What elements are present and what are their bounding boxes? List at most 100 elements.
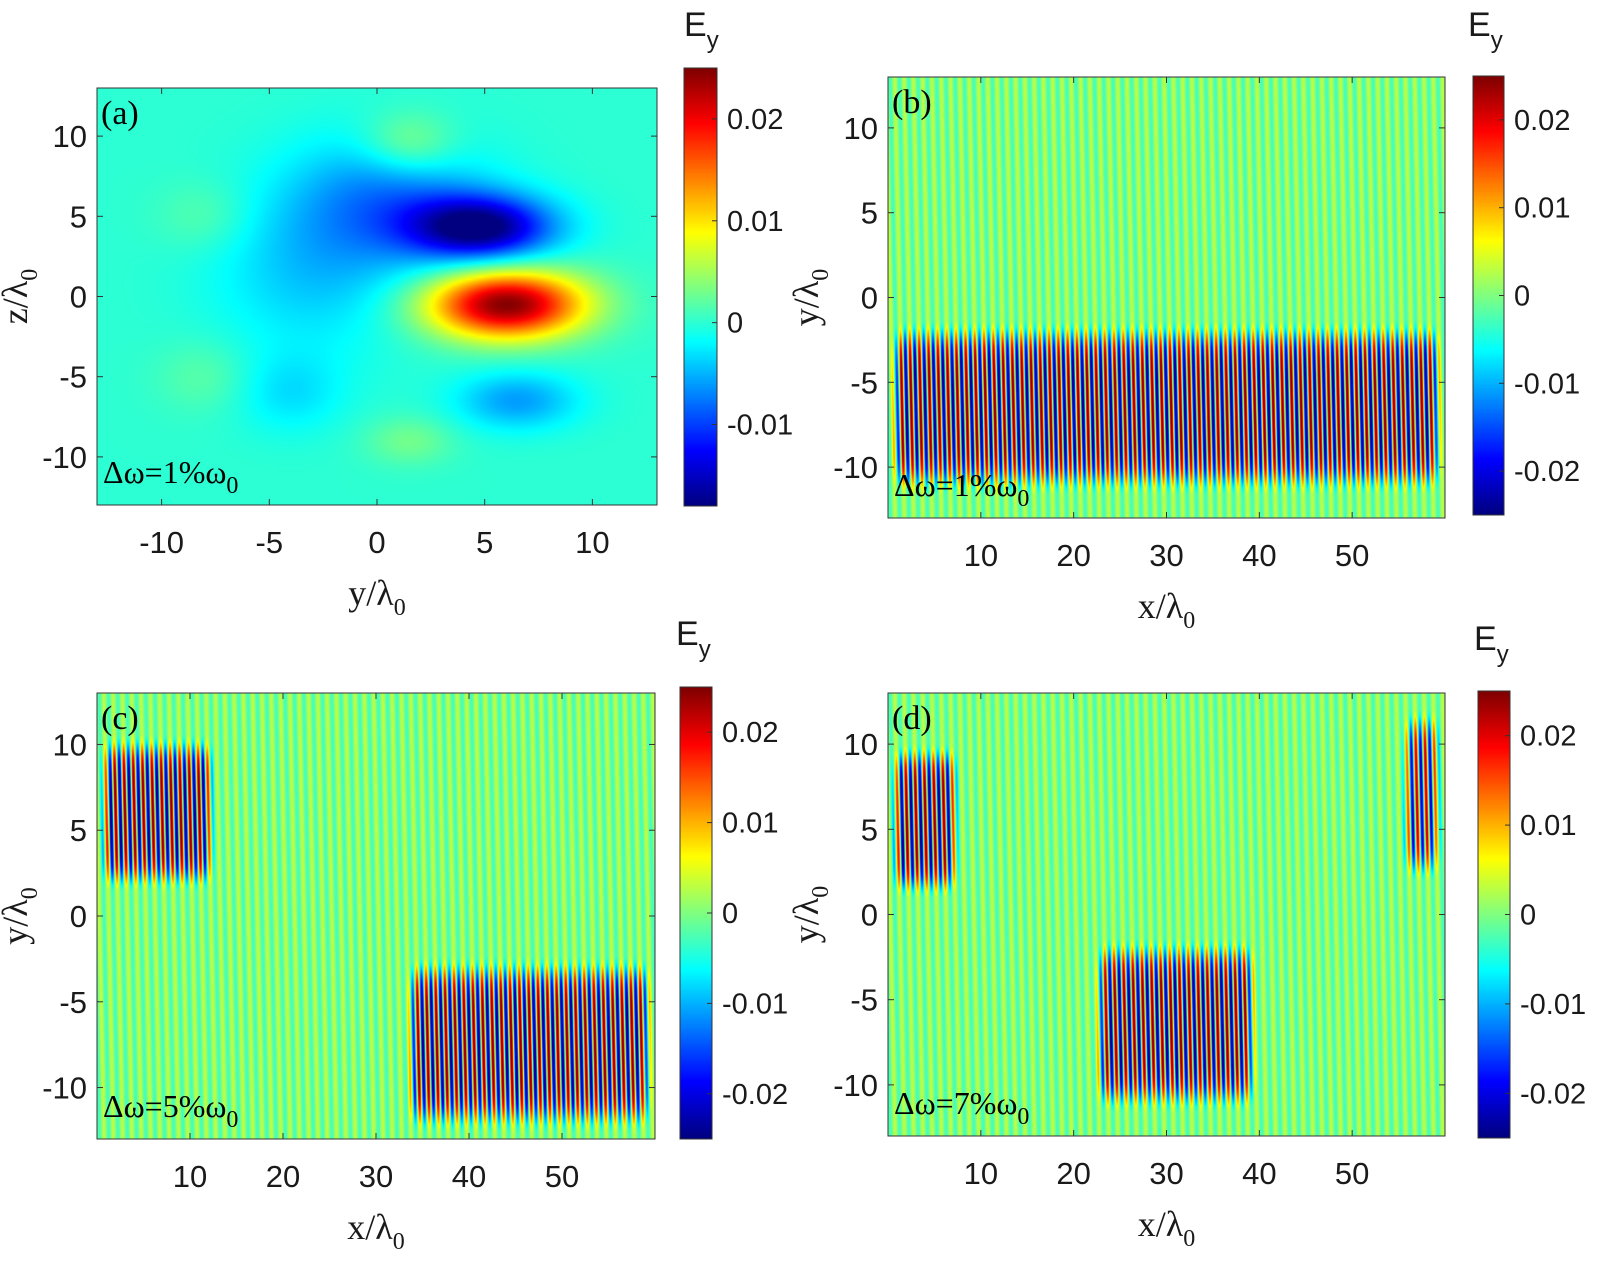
y-tick-label: 5 [70,199,87,234]
x-tick-label: 10 [964,1156,998,1191]
y-tick-label: 5 [861,812,878,847]
colorbar-frame-0 [683,67,718,507]
label-main: z/λ [0,280,35,324]
y-tick-label: 5 [861,196,878,231]
x-tick-label: 0 [368,525,385,560]
colorbar-tick-label: 0 [1520,900,1536,932]
label-main: E [676,615,699,653]
y-axis-label: y/λ0 [786,886,834,943]
label-main: x/λ [1138,586,1184,626]
x-tick-label: 50 [1335,538,1369,573]
label-subscript: 0 [17,269,43,281]
label-subscript: 0 [226,473,238,499]
label-main: Δω=5%ω [103,1088,226,1124]
label-main: E [1474,620,1497,658]
label-subscript: y [1497,641,1509,668]
x-tick-label: 10 [575,525,609,560]
y-tick-label: -5 [850,983,878,1018]
label-main: Δω=1%ω [894,467,1017,503]
label-subscript: 0 [1017,486,1029,512]
y-tick-label: -5 [59,985,87,1020]
label-subscript: y [699,636,711,663]
heatmap-image-2 [97,693,655,1139]
x-tick-label: 40 [1242,1156,1276,1191]
panel-label: (a) [101,95,139,132]
label-subscript: 0 [394,595,406,621]
y-tick-label: 0 [861,898,878,933]
x-tick-label: 30 [359,1159,393,1194]
colorbar-tick-label: 0.01 [1520,810,1576,842]
label-main: y/λ [0,899,35,945]
label-main: Δω=7%ω [894,1085,1017,1121]
delta-omega-annotation: Δω=7%ω0 [894,1085,1029,1130]
y-tick-label: 5 [70,813,87,848]
colorbar-0 [684,68,717,506]
label-subscript: 0 [808,269,834,281]
colorbar-1 [1473,76,1504,515]
colorbar-tick-label: -0.01 [727,410,793,442]
label-main: x/λ [1138,1204,1184,1244]
y-tick-label: 10 [53,727,87,762]
y-tick-label: 10 [844,727,878,762]
panel-label: (d) [892,700,932,737]
panel-label: (b) [892,84,932,121]
y-axis-label: y/λ0 [786,269,834,326]
colorbar-tick-label: 0.01 [1514,193,1570,225]
x-tick-label: 50 [1335,1156,1369,1191]
label-main: E [1468,6,1491,44]
x-tick-label: 20 [266,1159,300,1194]
y-tick-label: -5 [850,365,878,400]
delta-omega-annotation: Δω=1%ω0 [103,454,238,499]
colorbar-tick-label: 0.01 [727,206,783,238]
x-tick-label: 30 [1149,1156,1183,1191]
panel-label: (c) [101,700,139,737]
y-tick-label: -5 [59,360,87,395]
label-main: x/λ [347,1207,393,1247]
y-tick-label: -10 [833,450,878,485]
label-subscript: 0 [393,1229,405,1255]
y-tick-label: 0 [70,280,87,315]
colorbar-tick-label: 0.02 [1520,721,1576,753]
y-tick-label: 10 [844,111,878,146]
delta-omega-annotation: Δω=1%ω0 [894,467,1029,512]
x-tick-label: 50 [545,1159,579,1194]
colorbar-tick-label: 0.02 [727,104,783,136]
heatmap-image-1 [888,77,1445,518]
colorbar-tick-label: 0.02 [1514,105,1570,137]
x-tick-label: 5 [476,525,493,560]
label-subscript: y [707,27,719,54]
label-main: E [684,6,707,44]
x-tick-label: 30 [1149,538,1183,573]
colorbar-tick-label: -0.01 [1520,989,1586,1021]
label-main: y/λ [348,573,394,613]
label-subscript: y [1491,27,1503,54]
colorbar-tick-label: -0.01 [1514,368,1580,400]
colorbar-title: Ey [684,6,719,54]
label-main: y/λ [786,280,826,326]
colorbar-tick-label: -0.02 [722,1079,788,1111]
x-tick-label: 40 [452,1159,486,1194]
colorbar-tick-label: -0.01 [722,988,788,1020]
y-tick-label: -10 [42,440,87,475]
label-subscript: 0 [17,887,43,899]
colorbar-tick-label: 0 [722,898,738,930]
label-main: Δω=1%ω [103,454,226,490]
heatmap-image-0 [97,88,657,505]
y-tick-label: 10 [53,119,87,154]
label-subscript: 0 [1183,1226,1195,1252]
colorbar-title: Ey [1474,620,1509,668]
label-main: y/λ [786,897,826,943]
x-axis-label: x/λ0 [1138,586,1195,634]
x-tick-label: 20 [1056,538,1090,573]
colorbar-2 [680,687,712,1139]
colorbar-tick-label: 0.01 [722,808,778,840]
y-tick-label: -10 [42,1071,87,1106]
x-axis-label: y/λ0 [348,573,405,621]
x-tick-label: -10 [139,525,184,560]
colorbar-tick-label: 0 [727,308,743,340]
colorbar-tick-label: 0.02 [722,717,778,749]
y-tick-label: 0 [861,281,878,316]
colorbar-3 [1478,691,1510,1138]
x-tick-label: 40 [1242,538,1276,573]
